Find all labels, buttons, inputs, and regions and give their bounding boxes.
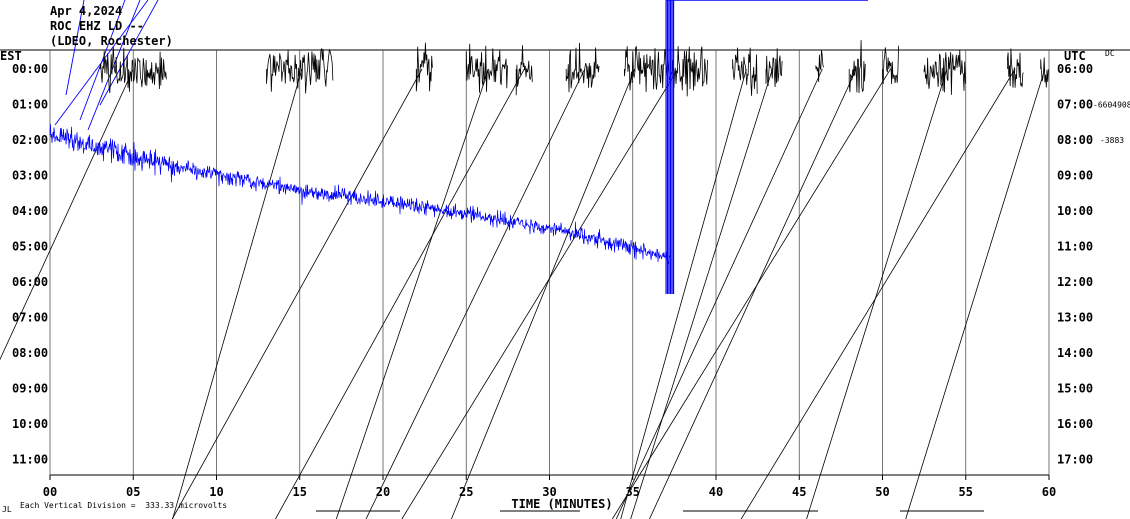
x-tick-label: 35 (626, 485, 640, 499)
utc-row-label: 17:00 (1057, 453, 1093, 467)
utc-row-label: 08:00 (1057, 133, 1093, 147)
x-tick-label: 10 (209, 485, 223, 499)
est-row-label: 05:00 (12, 240, 48, 254)
x-axis-title: TIME (MINUTES) (511, 497, 612, 511)
station-name: (LDEO, Rochester) (50, 34, 173, 48)
glitch-line (740, 68, 1016, 519)
black-trace-burst (848, 40, 866, 94)
black-trace-burst (732, 47, 758, 96)
utc-axis-label: UTC (1064, 49, 1086, 63)
black-trace-burst (815, 49, 824, 83)
dc-label: DC (1105, 49, 1115, 58)
black-trace-burst (765, 48, 783, 88)
black-trace-burst (565, 42, 600, 93)
axis-label-layer: 00 05 10 15 20 25 30 35 40 45 50 55 60 00:00 01:00 02:0… (0, 49, 1130, 511)
black-trace-burst (649, 46, 708, 97)
station-code: ROC EHZ LD -- (50, 19, 144, 33)
est-row-label: 09:00 (12, 382, 48, 396)
black-trace-burst (415, 42, 433, 92)
black-trace-burst (266, 48, 334, 94)
x-tick-label: 45 (792, 485, 806, 499)
blue-trace (49, 124, 672, 265)
glitch-line (451, 68, 636, 519)
black-trace-burst (465, 43, 508, 93)
black-trace-burst (923, 49, 966, 95)
dc-offset-value: -3883 (1100, 136, 1124, 145)
est-row-label: 03:00 (12, 169, 48, 183)
x-tick-label: 20 (376, 485, 390, 499)
chart-date: Apr 4,2024 (50, 4, 123, 18)
glitch-line (172, 68, 303, 519)
est-row-label: 02:00 (12, 133, 48, 147)
dc-offset-value: -6604908 (1093, 101, 1130, 110)
utc-row-label: 06:00 (1057, 62, 1093, 76)
glitch-line (630, 68, 773, 519)
black-trace-burst (1040, 57, 1049, 88)
glitch-line (611, 68, 891, 519)
x-tick-label: 40 (709, 485, 723, 499)
glitch-line (615, 68, 823, 519)
x-tick-label: 50 (875, 485, 889, 499)
x-tick-label: 60 (1042, 485, 1056, 499)
x-tick-label: 30 (542, 485, 556, 499)
trace-layer (49, 0, 1049, 294)
glitch-line (335, 68, 490, 519)
est-row-label: 06:00 (12, 275, 48, 289)
author-mark: JL (2, 505, 12, 514)
utc-row-label: 07:00 (1057, 98, 1093, 112)
utc-row-label: 15:00 (1057, 382, 1093, 396)
glitch-line-layer (0, 0, 1046, 519)
glitch-line (806, 68, 948, 519)
utc-row-label: 12:00 (1057, 275, 1093, 289)
est-axis-label: EST (0, 49, 22, 63)
glitch-line (401, 68, 679, 519)
utc-row-label: 14:00 (1057, 346, 1093, 360)
glitch-line (365, 68, 586, 519)
utc-row-label: 11:00 (1057, 240, 1093, 254)
glitch-line (171, 68, 423, 519)
est-row-label: 00:00 (12, 62, 48, 76)
est-row-label: 01:00 (12, 98, 48, 112)
est-row-label: 08:00 (12, 346, 48, 360)
blue-glitch-line (79, 0, 126, 121)
utc-row-label: 13:00 (1057, 311, 1093, 325)
x-tick-label: 55 (959, 485, 973, 499)
black-trace-burst (99, 46, 167, 94)
x-tick-label: 00 (43, 485, 57, 499)
est-row-label: 10:00 (12, 417, 48, 431)
glitch-line (275, 68, 525, 519)
scale-note: Each Vertical Division = 333.33 microvol… (20, 501, 228, 510)
utc-row-label: 16:00 (1057, 417, 1093, 431)
utc-row-label: 09:00 (1057, 169, 1093, 183)
glitch-line (905, 68, 1046, 519)
glitch-line (0, 68, 134, 361)
black-trace-burst (882, 45, 899, 85)
x-tick-label: 25 (459, 485, 473, 499)
glitch-line (620, 68, 747, 519)
black-trace-burst (515, 45, 533, 96)
est-row-label: 04:00 (12, 204, 48, 218)
black-trace-burst (1007, 48, 1024, 88)
est-row-label: 07:00 (12, 311, 48, 325)
utc-row-label: 10:00 (1057, 204, 1093, 218)
glitch-line (649, 68, 857, 519)
grid-layer (0, 49, 1130, 480)
black-trace-burst (624, 45, 650, 93)
blue-glitch-line (65, 0, 85, 96)
x-tick-label: 15 (293, 485, 307, 499)
est-row-label: 11:00 (12, 453, 48, 467)
x-tick-label: 05 (126, 485, 140, 499)
